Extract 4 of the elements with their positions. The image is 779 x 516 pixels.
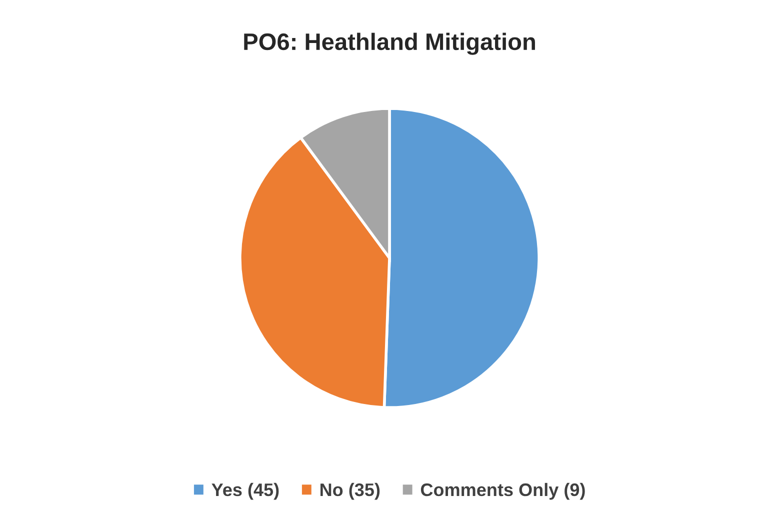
legend-label: Comments Only (9) [420, 482, 585, 500]
chart-title: PO6: Heathland Mitigation [244, 32, 535, 55]
legend-label: No (35) [320, 482, 380, 500]
legend-label: Yes (45) [212, 482, 279, 500]
